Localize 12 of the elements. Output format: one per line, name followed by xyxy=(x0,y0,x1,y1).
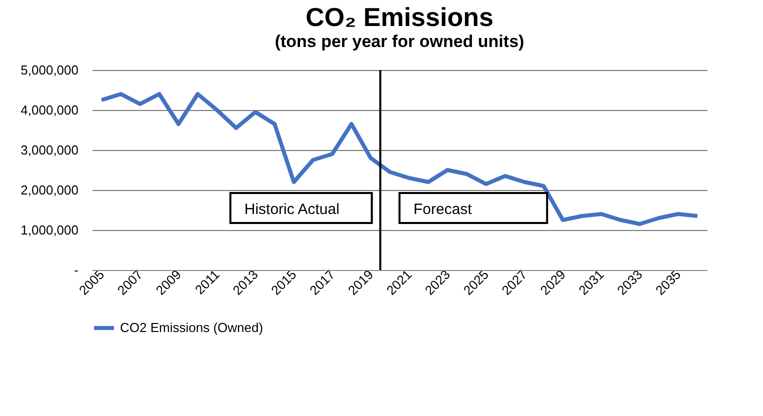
annotation: Forecast xyxy=(414,201,473,218)
legend-label: CO2 Emissions (Owned) xyxy=(120,320,264,335)
chart-title: CO₂ Emissions xyxy=(306,2,494,32)
y-tick-label: 2,000,000 xyxy=(20,182,78,198)
line-series xyxy=(100,92,700,226)
y-tick-label: 3,000,000 xyxy=(20,142,78,158)
y-tick-label: 4,000,000 xyxy=(20,102,78,118)
chart-subtitle: (tons per year for owned units) xyxy=(274,32,524,51)
annotation: Historic Actual xyxy=(244,201,340,218)
y-tick-label: 1,000,000 xyxy=(20,222,78,238)
y-tick-label: 5,000,000 xyxy=(20,62,78,78)
y-tick-label: - xyxy=(74,262,78,278)
